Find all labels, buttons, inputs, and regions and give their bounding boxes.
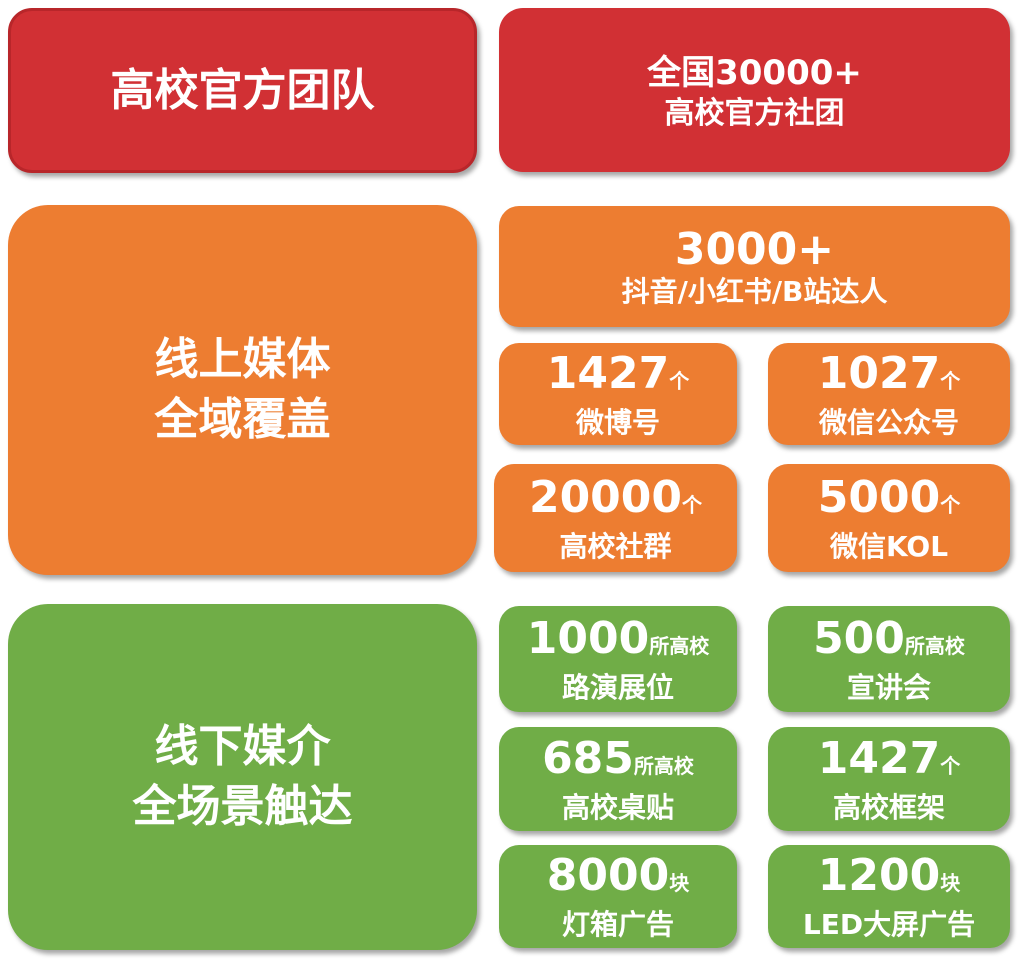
stat-card: 500所高校 宣讲会 (768, 606, 1010, 712)
stat-value: 500 (813, 612, 905, 664)
stat-unit: 个 (940, 492, 961, 517)
offline-title-line2: 全场景触达 (132, 781, 353, 832)
offline-media-heading: 线下媒介 全场景触达 (8, 604, 477, 950)
stat-unit: 个 (669, 368, 690, 393)
stat-label: 路演展位 (561, 670, 674, 704)
stat-number: 500所高校 (813, 612, 965, 671)
stat-unit: 所高校 (649, 633, 710, 658)
stat-card: 8000块 灯箱广告 (499, 845, 737, 948)
creators-label: 抖音/小红书/B站达人 (621, 274, 888, 308)
stat-label: 微信KOL (829, 529, 949, 563)
stat-unit: 个 (940, 368, 961, 393)
stat-card: 20000个 高校社群 (494, 464, 737, 572)
stat-number: 1427个 (546, 347, 690, 406)
offline-title-line1: 线下媒介 (154, 721, 331, 772)
official-clubs-card: 全国30000+ 高校官方社团 (499, 8, 1010, 172)
stat-value: 1427 (817, 732, 941, 784)
stat-card: 685所高校 高校桌贴 (499, 727, 737, 831)
stat-label: 高校社群 (559, 529, 672, 563)
stat-value: 685 (542, 732, 634, 784)
stat-value: 8000 (546, 850, 670, 901)
stat-value: 20000 (528, 471, 683, 523)
online-creators-card: 3000+ 抖音/小红书/B站达人 (499, 206, 1010, 327)
official-clubs-count: 全国30000+ (647, 53, 862, 93)
stat-value: 1200 (817, 850, 941, 901)
stat-number: 685所高校 (542, 732, 694, 791)
online-title-line1: 线上媒体 (154, 334, 331, 385)
stat-number: 1427个 (817, 732, 961, 791)
stat-label: LED大屏广告 (802, 908, 976, 941)
stat-card: 1427个 高校框架 (768, 727, 1010, 831)
stat-value: 1000 (526, 612, 650, 664)
official-team-heading: 高校官方团队 (8, 8, 477, 173)
stat-number: 5000个 (817, 471, 961, 530)
stat-value: 5000 (817, 471, 941, 523)
stat-card: 1027个 微信公众号 (768, 343, 1010, 445)
stat-number: 1200块 (818, 851, 960, 908)
stat-card: 5000个 微信KOL (768, 464, 1010, 572)
stat-card: 1000所高校 路演展位 (499, 606, 737, 712)
stat-label: 微博号 (575, 405, 660, 439)
stat-number: 8000块 (547, 851, 689, 908)
stat-card: 1427个 微博号 (499, 343, 737, 445)
official-team-title: 高校官方团队 (110, 64, 375, 116)
stat-label: 高校桌贴 (561, 790, 674, 824)
stat-label: 微信公众号 (818, 405, 959, 439)
online-title-line2: 全域覆盖 (154, 394, 331, 445)
stat-number: 1027个 (817, 347, 961, 406)
creators-count: 3000+ (674, 223, 835, 275)
stat-value: 1427 (546, 347, 670, 399)
official-clubs-label: 高校官方社团 (664, 96, 845, 131)
stat-label: 高校框架 (832, 790, 945, 824)
stat-value: 1027 (817, 347, 941, 399)
stat-unit: 个 (682, 492, 703, 517)
stat-label: 宣讲会 (846, 670, 931, 704)
online-media-heading: 线上媒体 全域覆盖 (8, 205, 477, 575)
stat-unit: 个 (940, 753, 961, 778)
stat-unit: 块 (669, 871, 690, 895)
stat-number: 20000个 (528, 471, 703, 530)
stat-number: 1000所高校 (526, 612, 710, 671)
stat-unit: 块 (940, 871, 961, 895)
stat-label: 灯箱广告 (561, 908, 674, 941)
stat-card: 1200块 LED大屏广告 (768, 845, 1010, 948)
stat-unit: 所高校 (904, 633, 965, 658)
stat-unit: 所高校 (633, 753, 694, 778)
